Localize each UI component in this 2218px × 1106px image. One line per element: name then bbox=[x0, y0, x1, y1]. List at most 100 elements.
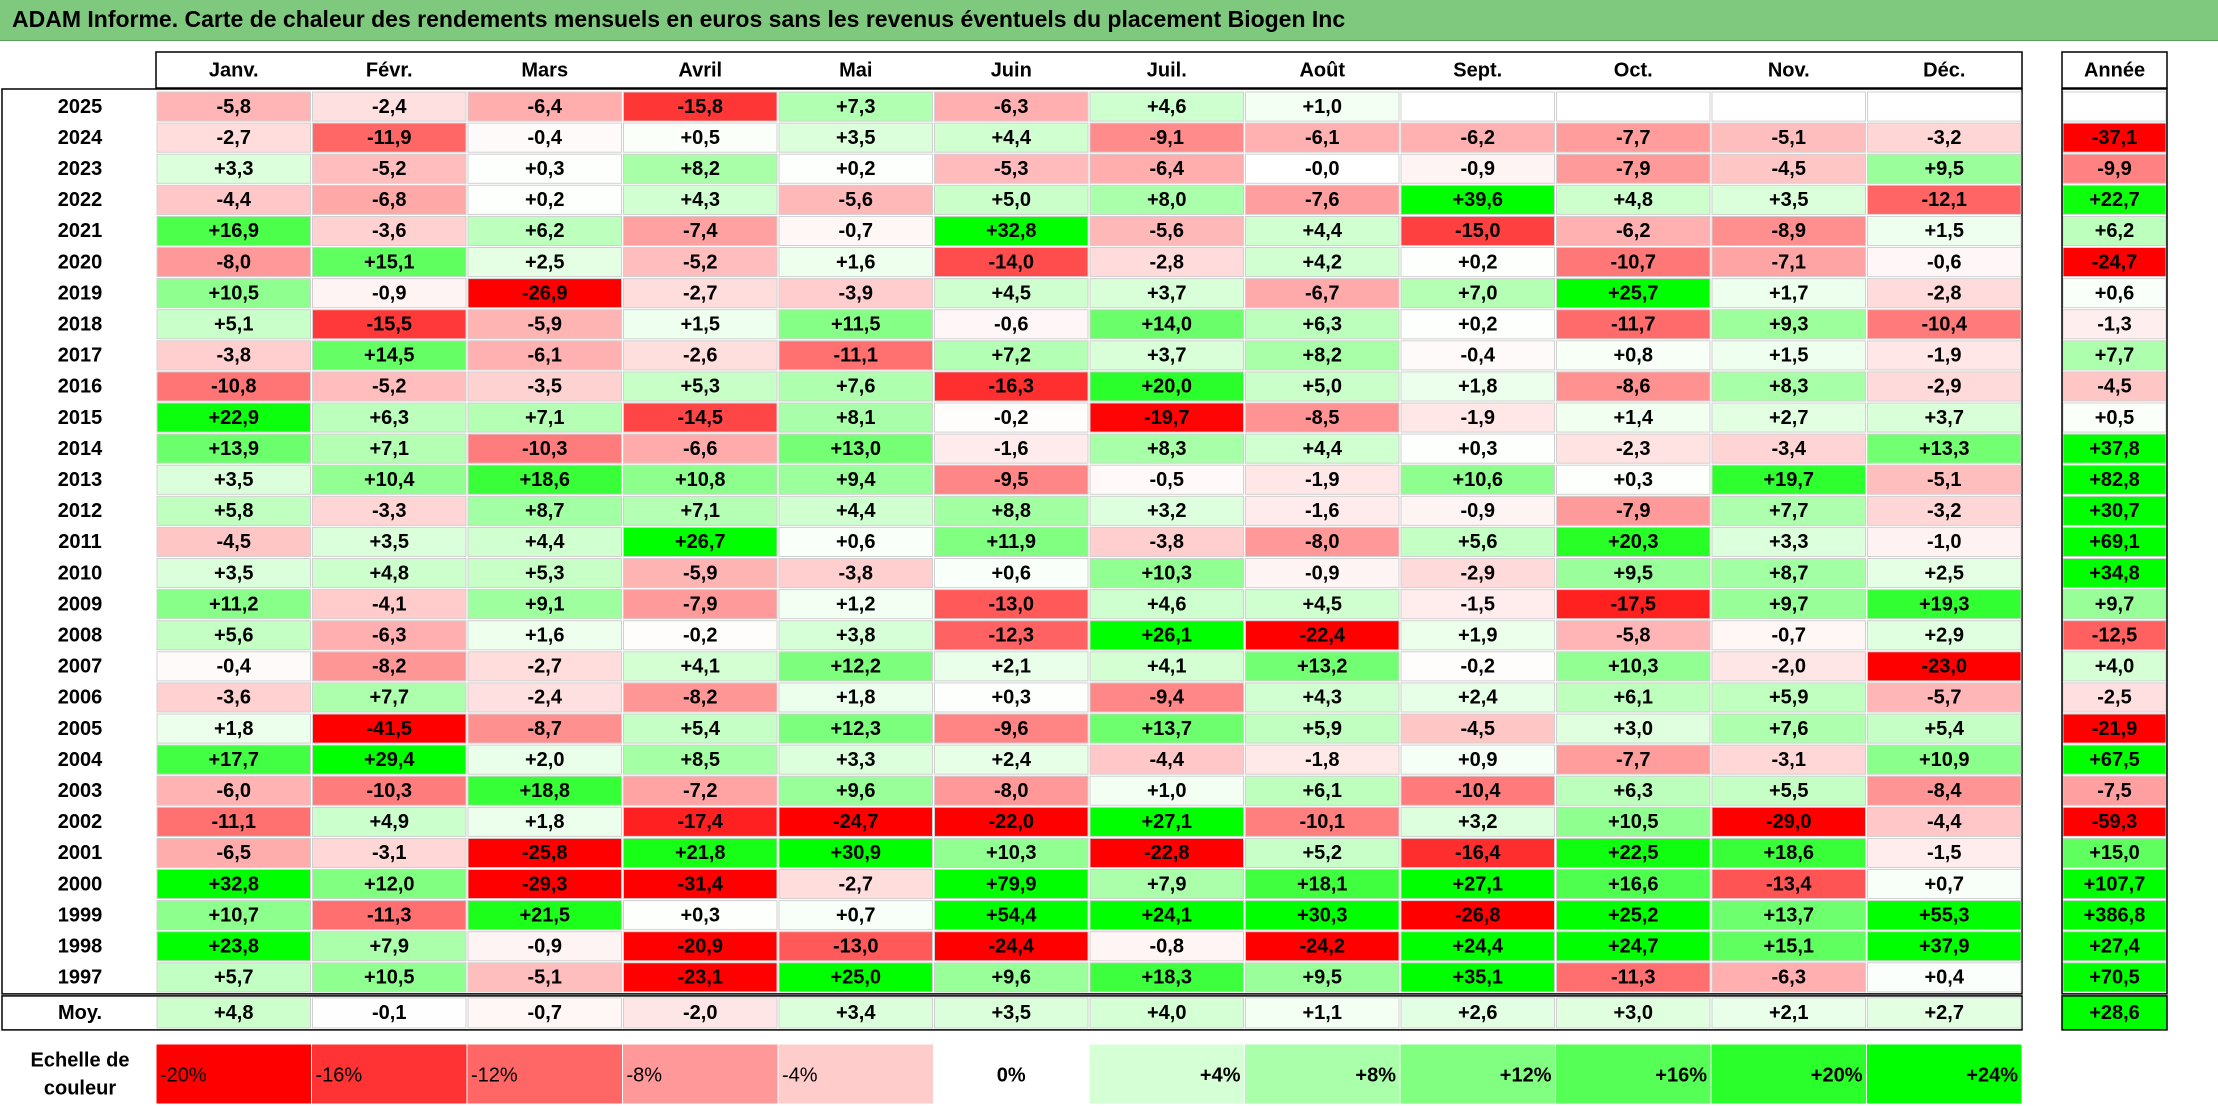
cell-value: -1,9 bbox=[1927, 345, 1961, 367]
scale-step-label: -8% bbox=[627, 1064, 663, 1086]
heatmap-cell bbox=[467, 402, 622, 433]
heatmap-cell bbox=[1556, 558, 1711, 589]
cell-value: +6,1 bbox=[1614, 687, 1653, 709]
cell-value: -0,4 bbox=[217, 656, 252, 678]
heatmap-cell bbox=[623, 682, 778, 713]
cell-value: -26,8 bbox=[1455, 904, 1501, 926]
cell-value: +9,5 bbox=[1925, 158, 1964, 180]
heatmap-cell bbox=[778, 651, 933, 682]
cell-value: +1,6 bbox=[525, 625, 564, 647]
cell-value: +8,2 bbox=[1303, 345, 1342, 367]
average-value: +2,7 bbox=[1925, 1002, 1964, 1024]
cell-value: -11,9 bbox=[367, 127, 411, 149]
row-year-label: 2013 bbox=[58, 469, 103, 491]
cell-value: +10,4 bbox=[364, 469, 415, 491]
heatmap-cell bbox=[156, 464, 311, 495]
heatmap-cell bbox=[1089, 91, 1244, 122]
heatmap-cell bbox=[1711, 433, 1866, 464]
heatmap-cell bbox=[1556, 962, 1711, 993]
heatmap-cell bbox=[778, 744, 933, 775]
cell-value: +2,4 bbox=[1458, 687, 1498, 709]
average-cell bbox=[1711, 997, 1866, 1029]
heatmap-cell bbox=[1400, 558, 1555, 589]
cell-value: -0,9 bbox=[1461, 158, 1495, 180]
average-value: +1,1 bbox=[1303, 1002, 1342, 1024]
heatmap-cell bbox=[778, 869, 933, 900]
heatmap-cell bbox=[623, 589, 778, 620]
heatmap-cell bbox=[467, 931, 622, 962]
cell-value: +12,2 bbox=[830, 656, 881, 678]
cell-value: +29,4 bbox=[364, 749, 415, 771]
cell-value: +4,1 bbox=[1147, 656, 1186, 678]
cell-value: -12,3 bbox=[988, 625, 1034, 647]
heatmap-cell bbox=[1711, 278, 1866, 309]
cell-value: +5,5 bbox=[1769, 780, 1808, 802]
cell-value: +0,2 bbox=[1458, 251, 1497, 273]
row-year-label: 2001 bbox=[58, 842, 103, 864]
heatmap-cell bbox=[934, 558, 1089, 589]
cell-value: -2,6 bbox=[683, 345, 717, 367]
cell-value: +14,5 bbox=[364, 345, 415, 367]
cell-value: +3,5 bbox=[214, 562, 253, 584]
heatmap-cell bbox=[934, 962, 1089, 993]
heatmap-cell bbox=[1711, 900, 1866, 931]
cell-value: -1,5 bbox=[1461, 593, 1495, 615]
cell-value: +2,7 bbox=[1769, 407, 1808, 429]
heatmap-cell bbox=[778, 900, 933, 931]
cell-value: +27,1 bbox=[1141, 811, 1192, 833]
heatmap-cell bbox=[467, 184, 622, 215]
year-total-cell bbox=[2062, 744, 2167, 775]
heatmap-cell bbox=[312, 744, 467, 775]
heatmap-cell bbox=[1711, 744, 1866, 775]
cell-value: +3,3 bbox=[1769, 531, 1808, 553]
heatmap-cell bbox=[778, 962, 933, 993]
cell-value: +39,6 bbox=[1452, 189, 1503, 211]
cell-value: +7,2 bbox=[992, 345, 1031, 367]
heatmap-cell bbox=[778, 806, 933, 837]
year-total-cell bbox=[2062, 651, 2167, 682]
year-total-value: -24,7 bbox=[2092, 251, 2138, 273]
cell-value: -26,9 bbox=[522, 282, 568, 304]
average-value: -2,0 bbox=[683, 1002, 717, 1024]
heatmap-cell bbox=[156, 526, 311, 558]
cell-value: +4,2 bbox=[1303, 251, 1342, 273]
year-total-value: -1,3 bbox=[2097, 314, 2131, 336]
heatmap-cell bbox=[1089, 931, 1244, 962]
scale-step-label: +16% bbox=[1655, 1064, 1707, 1086]
year-total-value: -59,3 bbox=[2092, 811, 2138, 833]
heatmap-cell bbox=[623, 744, 778, 775]
heatmap-cell bbox=[934, 495, 1089, 526]
heatmap-cell bbox=[156, 775, 311, 806]
year-total-value: -12,5 bbox=[2092, 625, 2138, 647]
heatmap-cell bbox=[1867, 153, 2022, 184]
heatmap-cell bbox=[156, 806, 311, 837]
cell-value: -6,3 bbox=[1772, 967, 1806, 989]
cell-value: -7,7 bbox=[1616, 127, 1650, 149]
scale-step-label: -4% bbox=[782, 1064, 818, 1086]
cell-value: -11,1 bbox=[212, 811, 256, 833]
year-total-value: +7,7 bbox=[2095, 345, 2134, 367]
cell-value: -5,1 bbox=[528, 967, 562, 989]
heatmap-cell bbox=[1089, 464, 1244, 495]
heatmap-cell bbox=[778, 558, 933, 589]
heatmap-cell bbox=[1556, 869, 1711, 900]
heatmap-cell bbox=[1245, 744, 1400, 775]
heatmap-cell bbox=[1245, 962, 1400, 993]
average-cell bbox=[1867, 997, 2022, 1029]
cell-value: -6,1 bbox=[528, 345, 562, 367]
heatmap-cell bbox=[1245, 558, 1400, 589]
cell-value: -4,5 bbox=[1772, 158, 1806, 180]
cell-value: +4,8 bbox=[370, 562, 409, 584]
heatmap-cell bbox=[467, 775, 622, 806]
cell-value: -2,4 bbox=[528, 687, 563, 709]
cell-value: -2,7 bbox=[839, 873, 873, 895]
heatmap-cell bbox=[934, 526, 1089, 558]
heatmap-cell bbox=[1556, 682, 1711, 713]
cell-value: +18,3 bbox=[1141, 967, 1192, 989]
heatmap-cell bbox=[1556, 153, 1711, 184]
heatmap-cell bbox=[1400, 900, 1555, 931]
heatmap-cell bbox=[467, 713, 622, 744]
year-total-value: +69,1 bbox=[2089, 531, 2140, 553]
month-header: Avril bbox=[678, 59, 722, 81]
year-total-cell bbox=[2062, 433, 2167, 464]
